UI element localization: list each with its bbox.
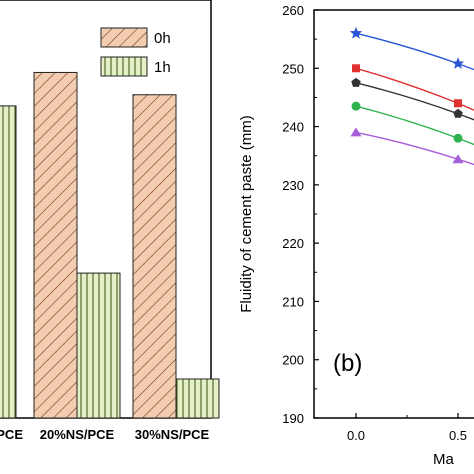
marker-star [451,57,465,69]
panel-a-bars [0,71,220,419]
marker-circle [453,133,463,143]
legend-swatch-0h [100,27,148,48]
bar-1h-20-ns-pce [76,272,121,419]
y-tick-label: 210 [282,294,304,309]
y-tick-label: 190 [282,411,304,426]
legend-label-0h: 0h [154,30,171,47]
x-axis-title-fragment: Ma [433,451,454,468]
marker-triangle [452,154,464,164]
y-axis-title: Fluidity of cement paste (mm) [238,115,255,313]
bar-0h-30-ns-pce [132,94,177,419]
marker-square [352,64,360,73]
y-tick-label: 220 [282,236,304,251]
bar-1h-pce [0,105,17,419]
marker-pentagon [351,77,361,87]
legend-label-1h: 1h [154,59,171,76]
marker-square [454,99,462,108]
panel-b-series [349,26,474,166]
y-tick-label: 200 [282,353,304,368]
marker-star [349,26,363,39]
y-tick-label: 260 [282,3,304,18]
panel-label-b: (b) [333,350,362,377]
category-label-pce: PCE [0,427,23,442]
x-tick-label: 0.0 [347,428,365,443]
series-line-triangle [355,131,474,166]
legend-swatch-1h [100,56,148,77]
marker-circle [351,101,361,111]
category-label-20ns-pce: 20%NS/PCE [40,427,115,442]
legend-a: 0h 1h [100,27,171,77]
x-tick-label: 0.5 [449,428,467,443]
panel-b: 190 200 210 220 230 240 250 260 0.0 0.5 Fluidity … [238,3,474,468]
bar-0h-20-ns-pce [33,71,78,419]
marker-pentagon [453,108,463,118]
panel-b-ticks: 190 200 210 220 230 240 250 260 0.0 0.5 [282,3,467,443]
panel-a: 0h 1h PCE 20%NS/PCE 30%NS/PCE [0,0,220,442]
bar-1h-30-ns-pce [175,378,220,419]
y-tick-label: 250 [282,61,304,76]
y-tick-label: 230 [282,178,304,193]
y-tick-label: 240 [282,120,304,135]
series-line-square [355,67,474,111]
category-label-30ns-pce: 30%NS/PCE [135,427,210,442]
marker-triangle [350,127,362,137]
